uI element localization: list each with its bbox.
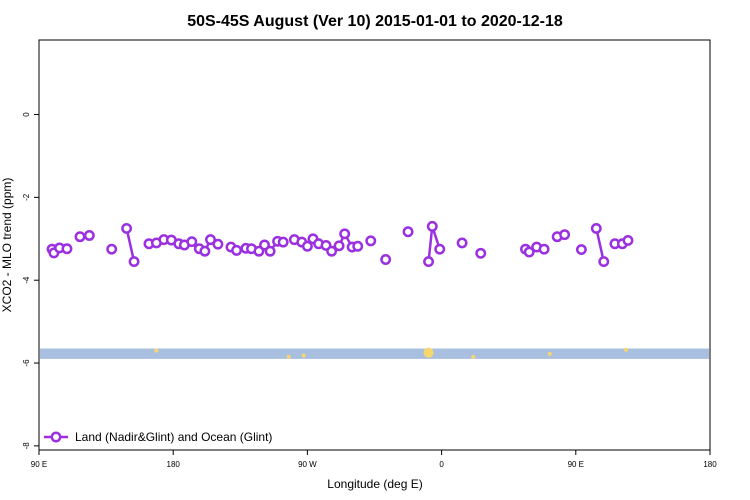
x-tick-label: 90 W	[298, 460, 317, 469]
data-point	[339, 228, 351, 240]
glint-marker-layer	[154, 347, 629, 359]
data-point	[365, 235, 377, 247]
data-point	[575, 244, 587, 256]
data-point	[559, 229, 571, 241]
data-point	[434, 243, 446, 255]
legend: Land (Nadir&Glint) and Ocean (Glint)	[44, 430, 272, 444]
glint-point	[154, 348, 159, 353]
data-point	[622, 234, 634, 246]
glint-point	[547, 351, 552, 356]
plot-frame	[38, 39, 711, 451]
x-tick-label: 90 E	[31, 460, 47, 469]
data-point	[426, 220, 438, 232]
legend-marker-swatch	[50, 431, 62, 443]
x-tick-label: 180	[703, 460, 717, 469]
ocean-band	[40, 348, 709, 359]
data-point	[333, 240, 345, 252]
y-axis-label: XCO2 - MLO trend (ppm)	[0, 178, 14, 313]
glint-point	[624, 347, 629, 352]
data-point	[402, 226, 414, 238]
y-tick-label: -8	[22, 442, 31, 450]
series-line-segment	[125, 228, 136, 262]
glint-point	[423, 347, 434, 358]
glint-point	[286, 354, 291, 359]
data-point	[301, 240, 313, 252]
data-point	[423, 256, 435, 268]
glint-point	[471, 354, 476, 359]
data-point	[590, 222, 602, 234]
series-line-segment	[595, 228, 605, 262]
data-point	[61, 243, 73, 255]
data-point	[538, 243, 550, 255]
series-layer	[46, 220, 634, 268]
data-point	[352, 240, 364, 252]
y-tick-label: 0	[22, 112, 31, 117]
y-tick-label: -6	[22, 359, 31, 367]
data-point	[380, 254, 392, 265]
data-point	[199, 245, 211, 257]
data-point	[186, 236, 198, 248]
data-point	[205, 234, 216, 246]
x-axis-label: Longitude (deg E)	[327, 477, 422, 491]
data-point	[277, 236, 289, 248]
data-point	[106, 243, 118, 255]
chart-title: 50S-45S August (Ver 10) 2015-01-01 to 20…	[187, 13, 563, 30]
data-point	[83, 230, 95, 241]
data-point	[128, 256, 140, 268]
data-point	[74, 231, 86, 243]
data-point	[264, 245, 276, 257]
legend-label: Land (Nadir&Glint) and Ocean (Glint)	[75, 430, 272, 444]
x-axis: 90 E 180 90 W 0 90 E 180	[31, 450, 717, 469]
x-tick-label: 90 E	[568, 460, 584, 469]
ocean-band-layer	[40, 348, 709, 359]
data-point	[121, 222, 133, 234]
data-point	[456, 237, 468, 249]
data-point	[231, 244, 243, 256]
data-point	[523, 246, 535, 258]
y-axis: -8 -6 -4 -2 0	[22, 112, 39, 450]
data-point	[475, 247, 487, 259]
x-tick-label: 180	[167, 460, 181, 469]
data-point	[212, 238, 224, 250]
glint-point	[301, 353, 306, 358]
x-tick-label: 0	[439, 460, 444, 469]
data-point	[598, 256, 610, 268]
data-point	[326, 245, 338, 257]
y-tick-label: -4	[22, 276, 31, 284]
y-tick-label: -2	[22, 193, 31, 201]
